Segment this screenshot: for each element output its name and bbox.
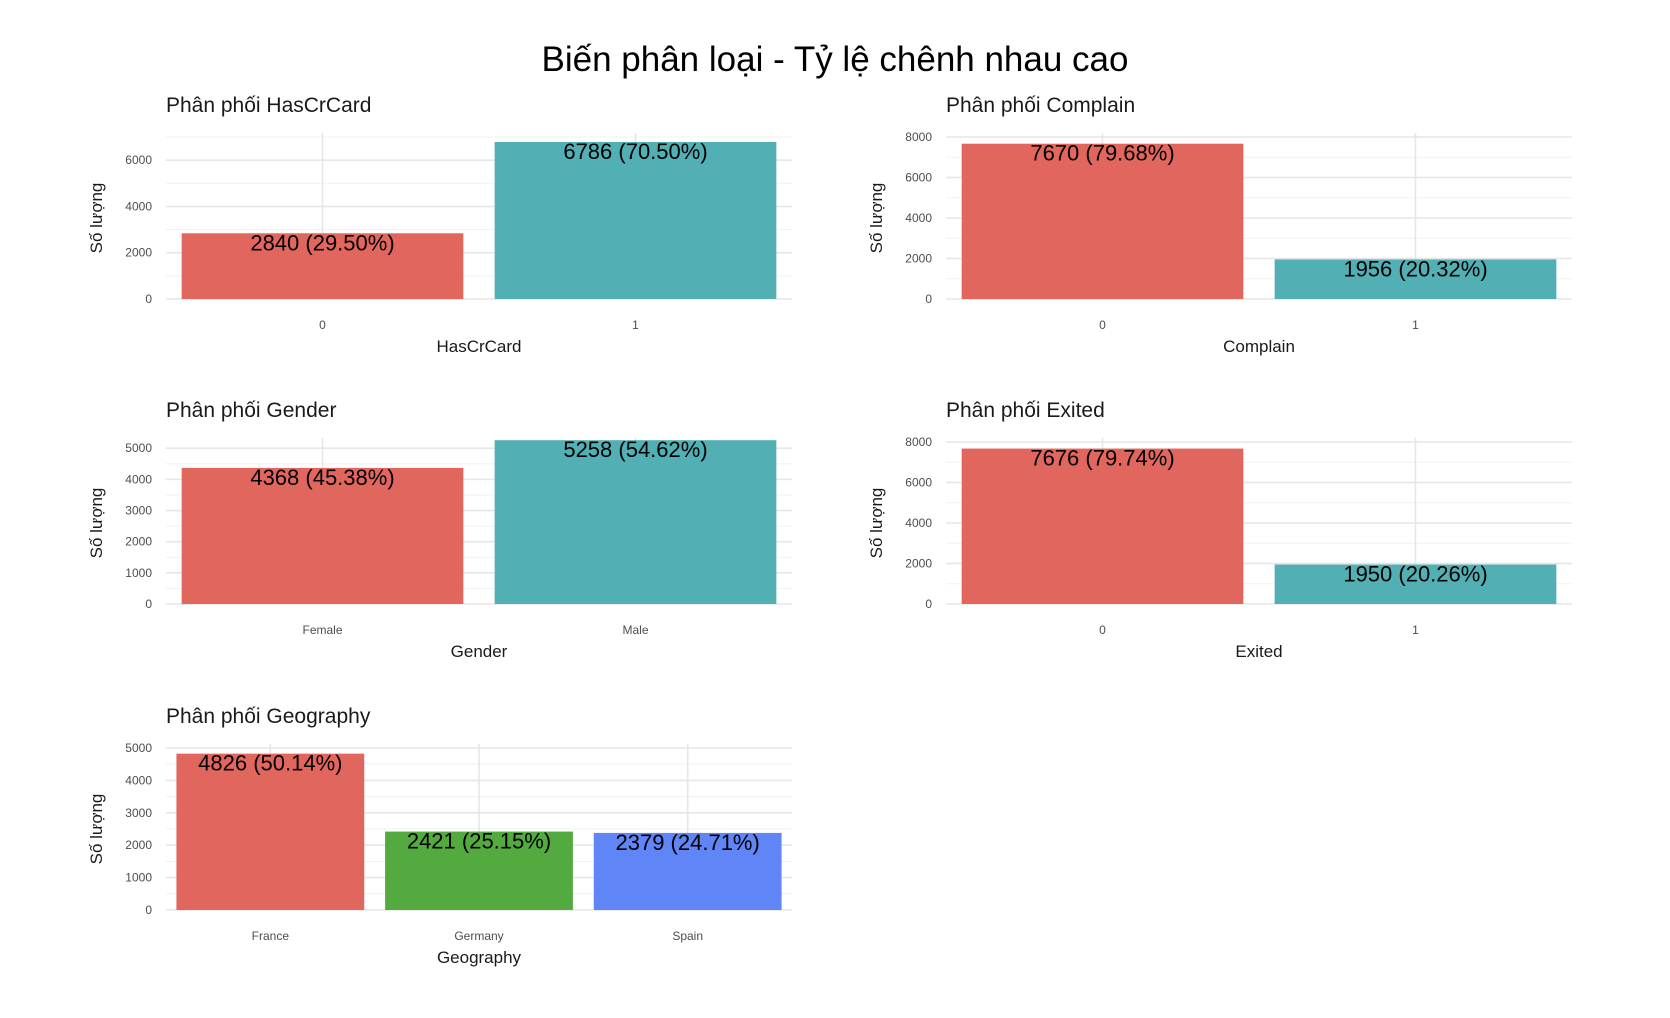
y-tick-label: 4000	[125, 773, 152, 787]
bar-value-label: 2840 (29.50%)	[250, 230, 394, 255]
bar-value-label: 4368 (45.38%)	[250, 465, 394, 490]
y-axis-title: Số lượng	[87, 794, 106, 865]
x-axis-title: Gender	[451, 642, 508, 661]
y-axis-title: Số lượng	[87, 488, 106, 559]
y-tick-label: 2000	[125, 838, 152, 852]
bar-0	[181, 233, 464, 299]
x-axis-title: Complain	[1223, 337, 1295, 356]
bar-1	[1274, 564, 1557, 604]
y-tick-label: 3000	[125, 504, 152, 518]
bar-value-label: 7670 (79.68%)	[1030, 141, 1174, 166]
y-tick-label: 5000	[125, 441, 152, 455]
figure-title: Biến phân loại - Tỷ lệ chênh nhau cao	[541, 40, 1129, 79]
y-tick-label: 1000	[125, 566, 152, 580]
y-tick-label: 4000	[905, 516, 932, 530]
y-tick-label: 2000	[125, 246, 152, 260]
bar-0	[961, 143, 1244, 299]
bar-male	[494, 440, 777, 604]
bar-value-label: 1956 (20.32%)	[1343, 256, 1487, 281]
bar-value-label: 2379 (24.71%)	[616, 830, 760, 855]
chart-svg-hascrcard: Phân phối HasCrCard 0 2000 4000 6000 2840 (29…	[87, 94, 792, 356]
y-tick-label: 4000	[125, 472, 152, 486]
bar-value-label: 5258 (54.62%)	[563, 437, 707, 462]
y-axis-title: Số lượng	[87, 183, 106, 254]
y-tick-label: 1000	[125, 871, 152, 885]
y-tick-label: 6000	[905, 171, 932, 185]
y-tick-label: 0	[925, 597, 932, 611]
chart-panel-complain: Phân phối Complain 0 2000 4000 6000 8000 7670 …	[867, 94, 1650, 385]
x-axis-title: Geography	[437, 948, 522, 967]
x-tick-label: France	[252, 929, 290, 943]
panel-title: Phân phối Exited	[946, 399, 1105, 422]
bar-france	[176, 753, 365, 910]
bar-value-label: 6786 (70.50%)	[563, 139, 707, 164]
y-axis-title: Số lượng	[867, 488, 886, 559]
x-tick-label: Spain	[672, 929, 703, 943]
x-tick-label: Germany	[454, 929, 503, 943]
y-tick-label: 0	[145, 903, 152, 917]
bar-female	[181, 467, 464, 604]
y-tick-label: 2000	[125, 535, 152, 549]
bar-value-label: 2421 (25.15%)	[407, 829, 551, 854]
x-tick-label: 1	[1412, 318, 1419, 332]
x-tick-label: 1	[632, 318, 639, 332]
y-tick-label: 2000	[905, 252, 932, 266]
chart-svg-complain: Phân phối Complain 0 2000 4000 6000 8000 7670 …	[867, 94, 1572, 356]
y-tick-label: 6000	[125, 153, 152, 167]
panel-title: Phân phối Gender	[166, 399, 336, 422]
panel-title: Phân phối Complain	[946, 94, 1135, 117]
y-tick-label: 4000	[905, 211, 932, 225]
chart-svg-exited: Phân phối Exited 0 2000 4000 6000 8000 7676 (7…	[867, 399, 1572, 661]
chart-svg-geography: Phân phối Geography 0 1000 2000 3000 4000 5000…	[87, 705, 792, 967]
bar-1	[494, 141, 777, 299]
y-tick-label: 0	[145, 597, 152, 611]
x-tick-label: Female	[302, 623, 342, 637]
x-tick-label: 0	[319, 318, 326, 332]
y-tick-label: 5000	[125, 741, 152, 755]
y-tick-label: 8000	[905, 435, 932, 449]
y-tick-label: 0	[145, 292, 152, 306]
y-tick-label: 4000	[125, 199, 152, 213]
y-tick-label: 0	[925, 292, 932, 306]
bar-0	[961, 448, 1244, 604]
x-axis-title: Exited	[1235, 642, 1282, 661]
chart-panel-hascrcard: Phân phối HasCrCard 0 2000 4000 6000 2840 (29…	[87, 94, 870, 385]
x-tick-label: 0	[1099, 623, 1106, 637]
x-tick-label: 1	[1412, 623, 1419, 637]
bar-value-label: 7676 (79.74%)	[1030, 446, 1174, 471]
chart-panel-geography: Phân phối Geography 0 1000 2000 3000 4000 5000…	[87, 705, 870, 996]
x-tick-label: Male	[622, 623, 648, 637]
chart-panel-gender: Phân phối Gender 0 1000 2000 3000 4000 5000 436…	[87, 399, 870, 690]
chart-svg-gender: Phân phối Gender 0 1000 2000 3000 4000 5000 436…	[87, 399, 792, 661]
y-tick-label: 6000	[905, 476, 932, 490]
x-tick-label: 0	[1099, 318, 1106, 332]
bar-germany	[385, 831, 573, 910]
bar-1	[1274, 259, 1557, 299]
panel-title: Phân phối HasCrCard	[166, 94, 371, 117]
bar-value-label: 1950 (20.26%)	[1343, 562, 1487, 587]
x-axis-title: HasCrCard	[436, 337, 521, 356]
y-tick-label: 8000	[905, 130, 932, 144]
bar-spain	[593, 832, 782, 910]
y-axis-title: Số lượng	[867, 183, 886, 254]
chart-panel-exited: Phân phối Exited 0 2000 4000 6000 8000 7676 (7…	[867, 399, 1650, 690]
bar-value-label: 4826 (50.14%)	[198, 751, 342, 776]
panel-title: Phân phối Geography	[166, 705, 371, 728]
y-tick-label: 2000	[905, 557, 932, 571]
y-tick-label: 3000	[125, 806, 152, 820]
